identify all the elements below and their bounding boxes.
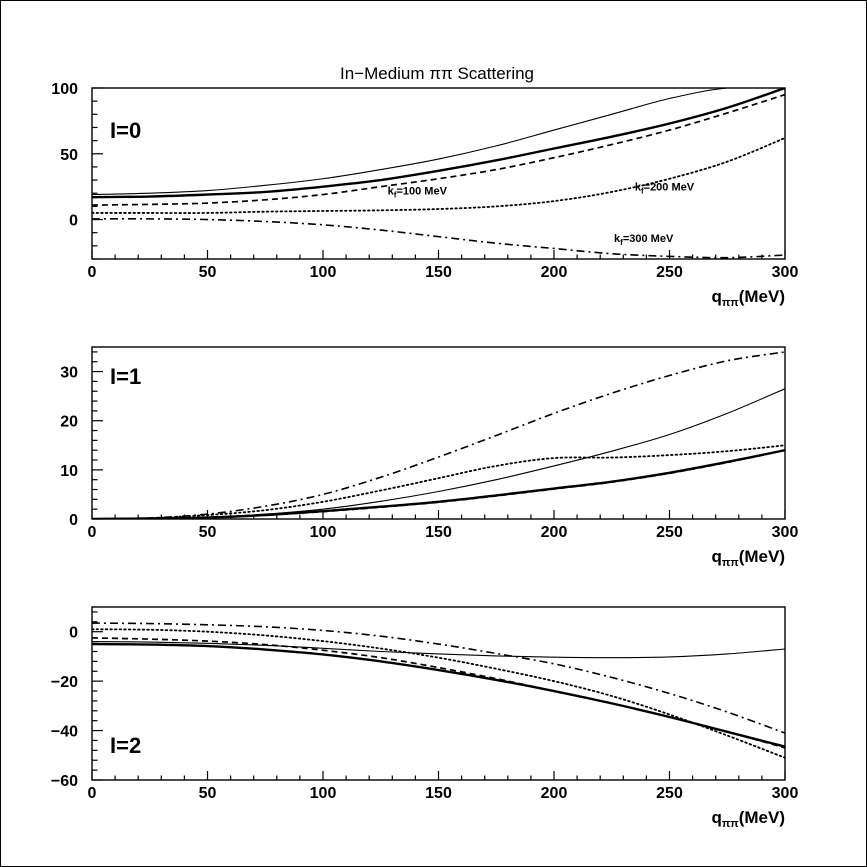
plot-area-frame xyxy=(91,606,786,781)
x-tick-label: 100 xyxy=(310,785,337,802)
series-line-dashed xyxy=(92,93,785,206)
x-axis-label-subscript: ππ xyxy=(722,297,739,309)
series-line-dotted xyxy=(92,444,785,519)
annotation-main: k xyxy=(388,186,395,198)
x-tick-label: 250 xyxy=(656,264,683,281)
x-tick-label: 150 xyxy=(425,264,452,281)
series-line-dash-dot xyxy=(92,622,785,734)
x-axis-label-unit: (MeV) xyxy=(739,808,785,827)
plot-area-frame xyxy=(91,87,786,260)
x-tick-label: 200 xyxy=(541,524,568,541)
series-group xyxy=(92,622,785,759)
x-axis-label-subscript: ππ xyxy=(722,557,739,569)
x-tick-label: 300 xyxy=(772,524,799,541)
y-tick-label: 50 xyxy=(60,147,78,164)
panel-3: 0 50 100 150 200 250 300 −60 −40 −20 0 I=2 qππ(MeV) xyxy=(51,606,799,830)
y-tick-label: 0 xyxy=(69,625,78,642)
x-axis-label-subscript: ππ xyxy=(722,818,739,830)
annotation-main: k xyxy=(614,233,621,245)
x-axis-label: qππ(MeV) xyxy=(711,808,785,830)
series-line-thin-solid xyxy=(92,88,785,196)
series-line-dash-dot xyxy=(92,351,785,519)
y-tick-label: 100 xyxy=(51,81,78,98)
panel-label: I=0 xyxy=(110,118,141,143)
panel-label: I=2 xyxy=(110,733,141,758)
series-line-thick-solid xyxy=(92,88,785,199)
x-tick-label: 100 xyxy=(310,264,337,281)
series-line-thin-solid xyxy=(92,641,785,659)
curve-annotation: kf=100 MeV xyxy=(388,186,448,200)
x-tick-label: 200 xyxy=(541,785,568,802)
x-axis-label-unit: (MeV) xyxy=(739,547,785,566)
x-tick-label: 0 xyxy=(88,785,97,802)
x-tick-label: 50 xyxy=(199,524,217,541)
series-group xyxy=(92,351,785,519)
plot-area-frame xyxy=(91,346,786,520)
y-tick-label: −60 xyxy=(51,773,78,790)
curve-annotation: kf=200 MeV xyxy=(635,182,695,196)
y-tick-label: −20 xyxy=(51,674,78,691)
annotation-rest: =200 MeV xyxy=(644,182,695,194)
y-tick-label: 0 xyxy=(69,512,78,529)
curve-annotation: kf=300 MeV xyxy=(614,233,674,247)
panel-2: 0 50 100 150 200 250 300 0 10 20 30 I=1 qππ(MeV) xyxy=(60,346,799,569)
x-tick-label: 200 xyxy=(541,264,568,281)
x-tick-label: 0 xyxy=(88,524,97,541)
annotation-rest: =300 MeV xyxy=(623,233,674,245)
series-line-dotted xyxy=(92,628,785,759)
series-line-dash-dot xyxy=(92,218,785,259)
annotation-main: k xyxy=(635,182,642,194)
x-tick-label: 50 xyxy=(199,264,217,281)
y-tick-label: 0 xyxy=(69,213,78,230)
x-tick-label: 300 xyxy=(772,264,799,281)
x-tick-label: 150 xyxy=(425,524,452,541)
x-axis-label: qππ(MeV) xyxy=(711,547,785,569)
panel-label: I=1 xyxy=(110,364,141,389)
x-axis-label-main: q xyxy=(711,287,721,306)
x-tick-label: 300 xyxy=(772,785,799,802)
series-line-dashed xyxy=(92,637,785,749)
annotation-subscript: f xyxy=(394,191,397,200)
x-tick-label: 250 xyxy=(656,524,683,541)
x-axis-label-main: q xyxy=(711,547,721,566)
y-tick-label: 20 xyxy=(60,414,78,431)
x-axis-label: qππ(MeV) xyxy=(711,287,785,309)
x-tick-label: 150 xyxy=(425,785,452,802)
x-axis-label-unit: (MeV) xyxy=(739,287,785,306)
x-tick-label: 100 xyxy=(310,524,337,541)
annotation-subscript: f xyxy=(620,238,623,247)
series-line-dashed xyxy=(92,449,785,519)
figure-title: In−Medium ππ Scattering xyxy=(340,64,534,83)
y-tick-label: 10 xyxy=(60,463,78,480)
x-axis-label-main: q xyxy=(711,808,721,827)
annotation-rest: =100 MeV xyxy=(396,186,447,198)
series-line-dotted xyxy=(92,137,785,214)
series-line-thick-solid xyxy=(92,642,785,748)
y-tick-label: 30 xyxy=(60,365,78,382)
y-tick-label: −40 xyxy=(51,724,78,741)
series-group xyxy=(92,88,785,259)
series-line-thick-solid xyxy=(92,449,785,519)
x-tick-label: 50 xyxy=(199,785,217,802)
x-tick-label: 0 xyxy=(88,264,97,281)
x-tick-label: 250 xyxy=(656,785,683,802)
annotation-subscript: f xyxy=(641,187,644,196)
